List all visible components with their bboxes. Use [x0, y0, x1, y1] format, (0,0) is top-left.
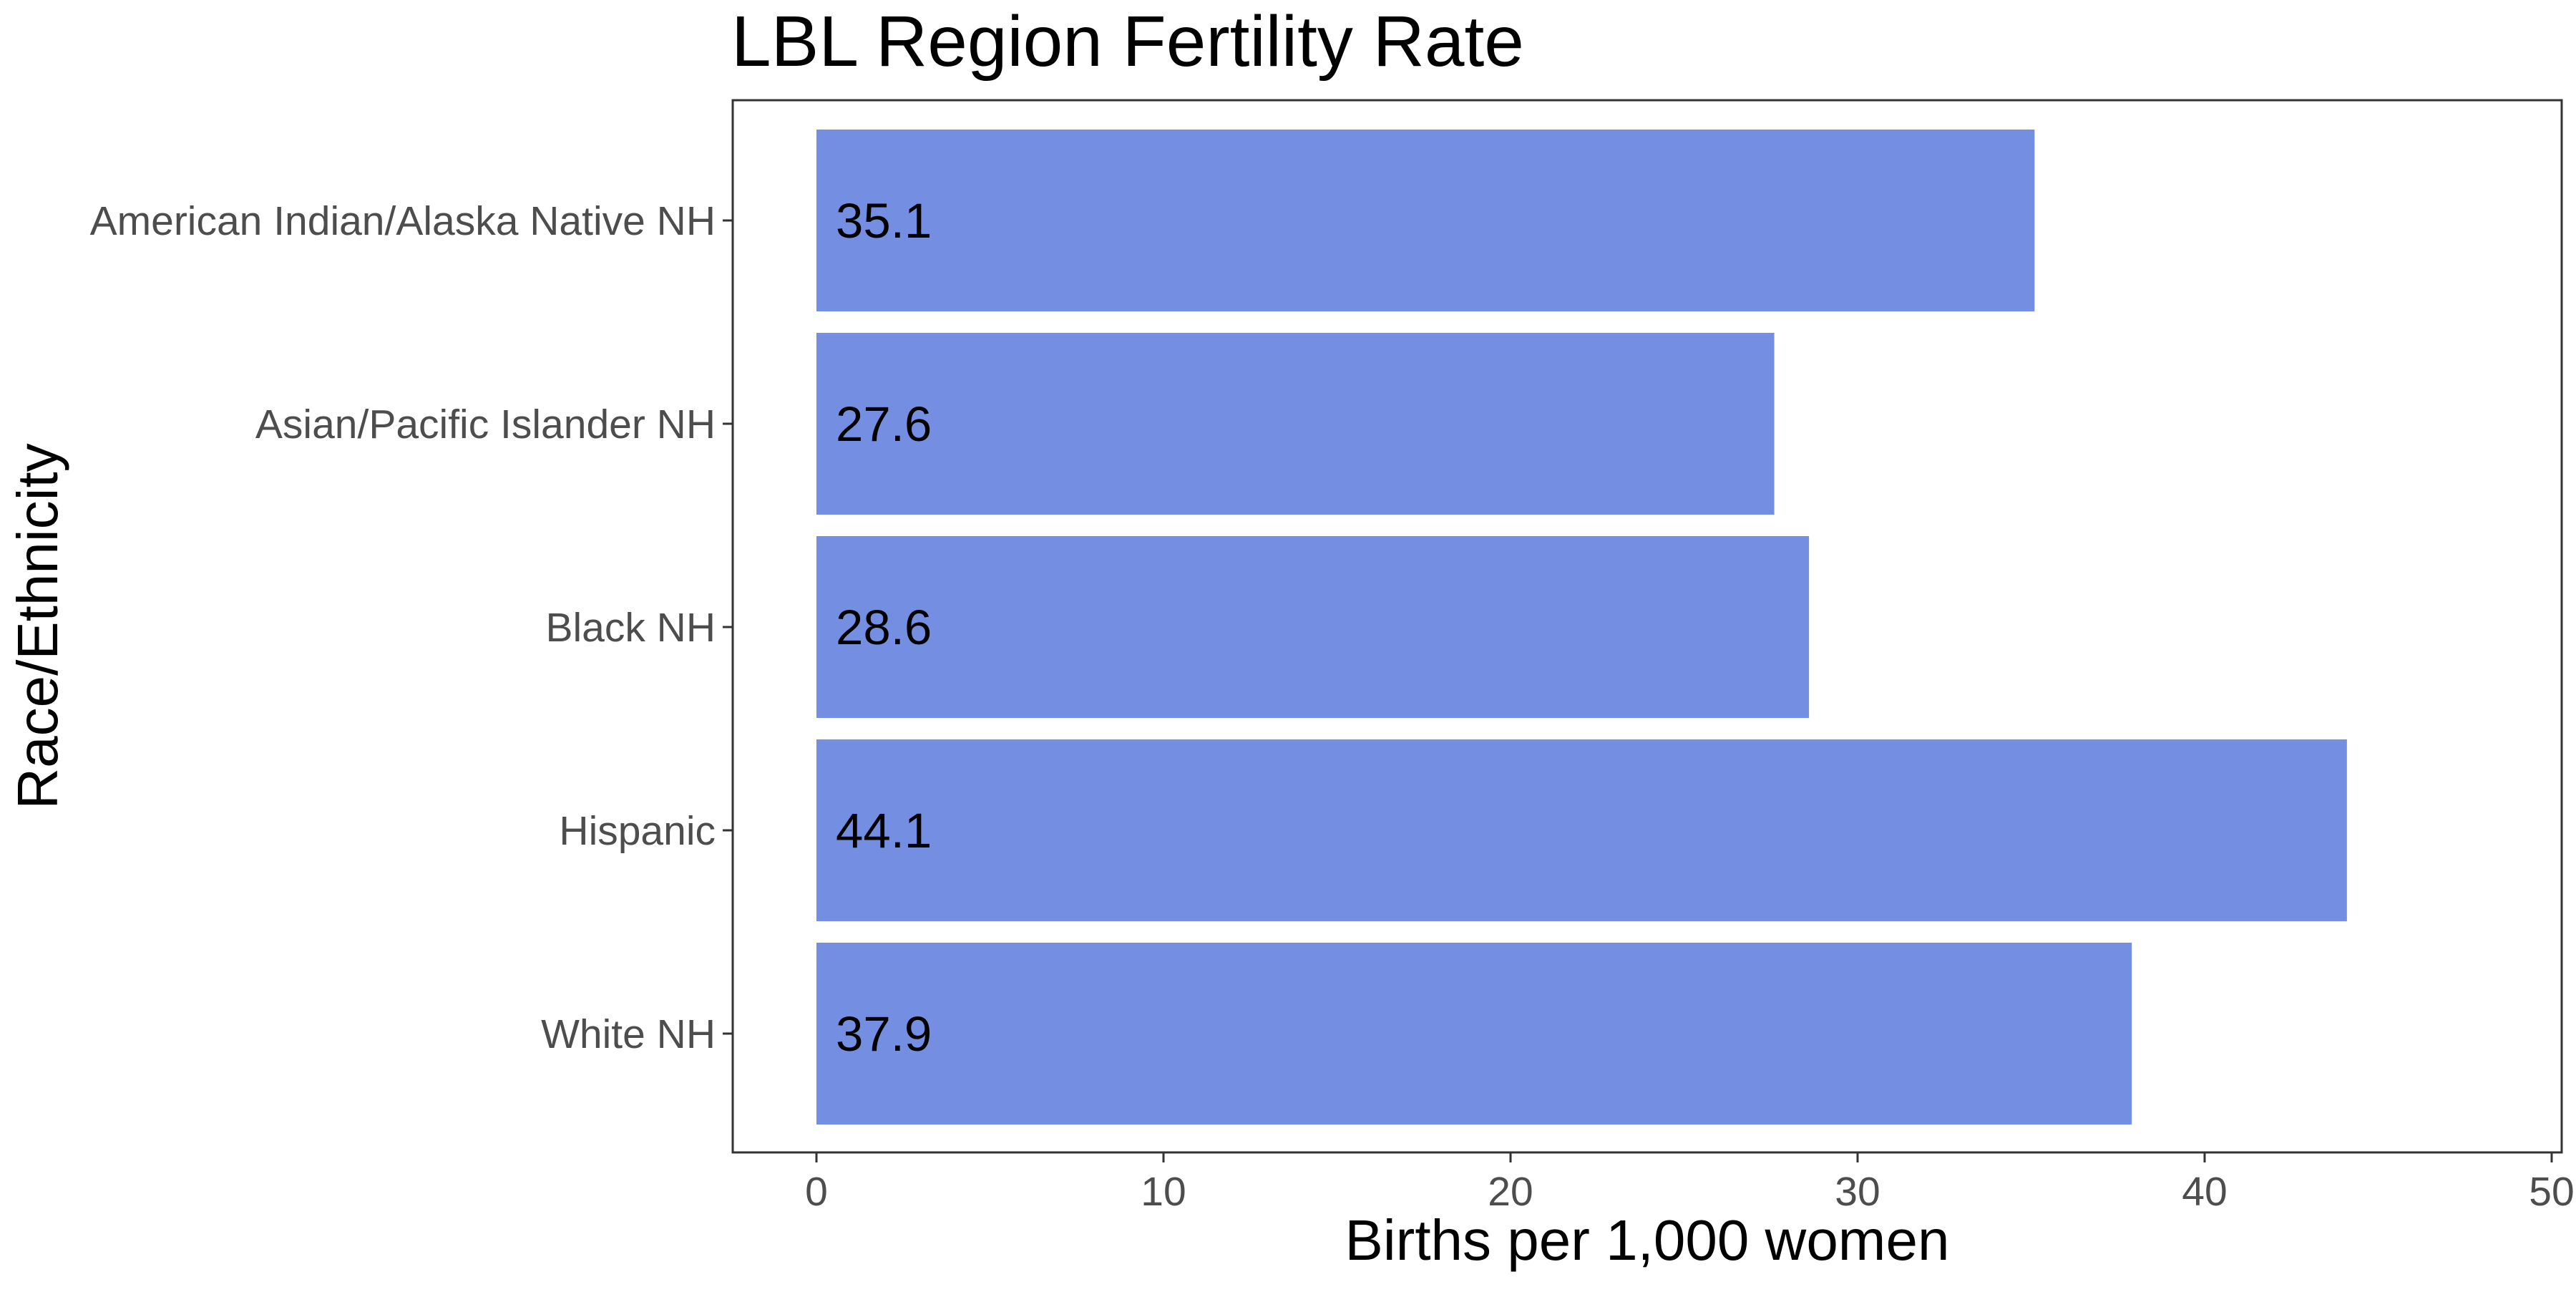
x-tick-label: 0 [805, 1169, 828, 1215]
bar-value-label: 37.9 [836, 1006, 932, 1062]
bar [816, 943, 2132, 1125]
bar [816, 536, 1810, 718]
y-axis-title: Race/Ethnicity [6, 443, 69, 809]
bar-value-label: 35.1 [836, 193, 932, 248]
bar-value-label: 27.6 [836, 397, 932, 452]
x-tick-label: 40 [2182, 1169, 2227, 1215]
bar [816, 130, 2035, 311]
y-tick-label: Asian/Pacific Islander NH [255, 402, 716, 447]
x-tick-label: 10 [1141, 1169, 1186, 1215]
x-tick-label: 20 [1488, 1169, 1533, 1215]
bars-group: 35.1 27.6 28.6 44.1 37.9 [816, 130, 2347, 1125]
x-axis: 0 10 20 30 40 50 [805, 1152, 2575, 1215]
x-axis-title: Births per 1,000 women [1345, 1208, 1950, 1272]
bar-value-label: 44.1 [836, 803, 932, 858]
y-tick-label: American Indian/Alaska Native NH [90, 198, 716, 244]
chart-title: LBL Region Fertility Rate [731, 1, 1524, 82]
y-tick-label: White NH [541, 1011, 716, 1057]
x-tick-label: 30 [1835, 1169, 1880, 1215]
bar-value-label: 28.6 [836, 600, 932, 655]
x-tick-label: 50 [2529, 1169, 2574, 1215]
bar [816, 333, 1775, 515]
y-tick-label: Hispanic [559, 808, 716, 854]
bar [816, 739, 2347, 921]
y-axis: American Indian/Alaska Native NH Asian/Pa… [90, 198, 733, 1057]
y-tick-label: Black NH [545, 605, 716, 651]
